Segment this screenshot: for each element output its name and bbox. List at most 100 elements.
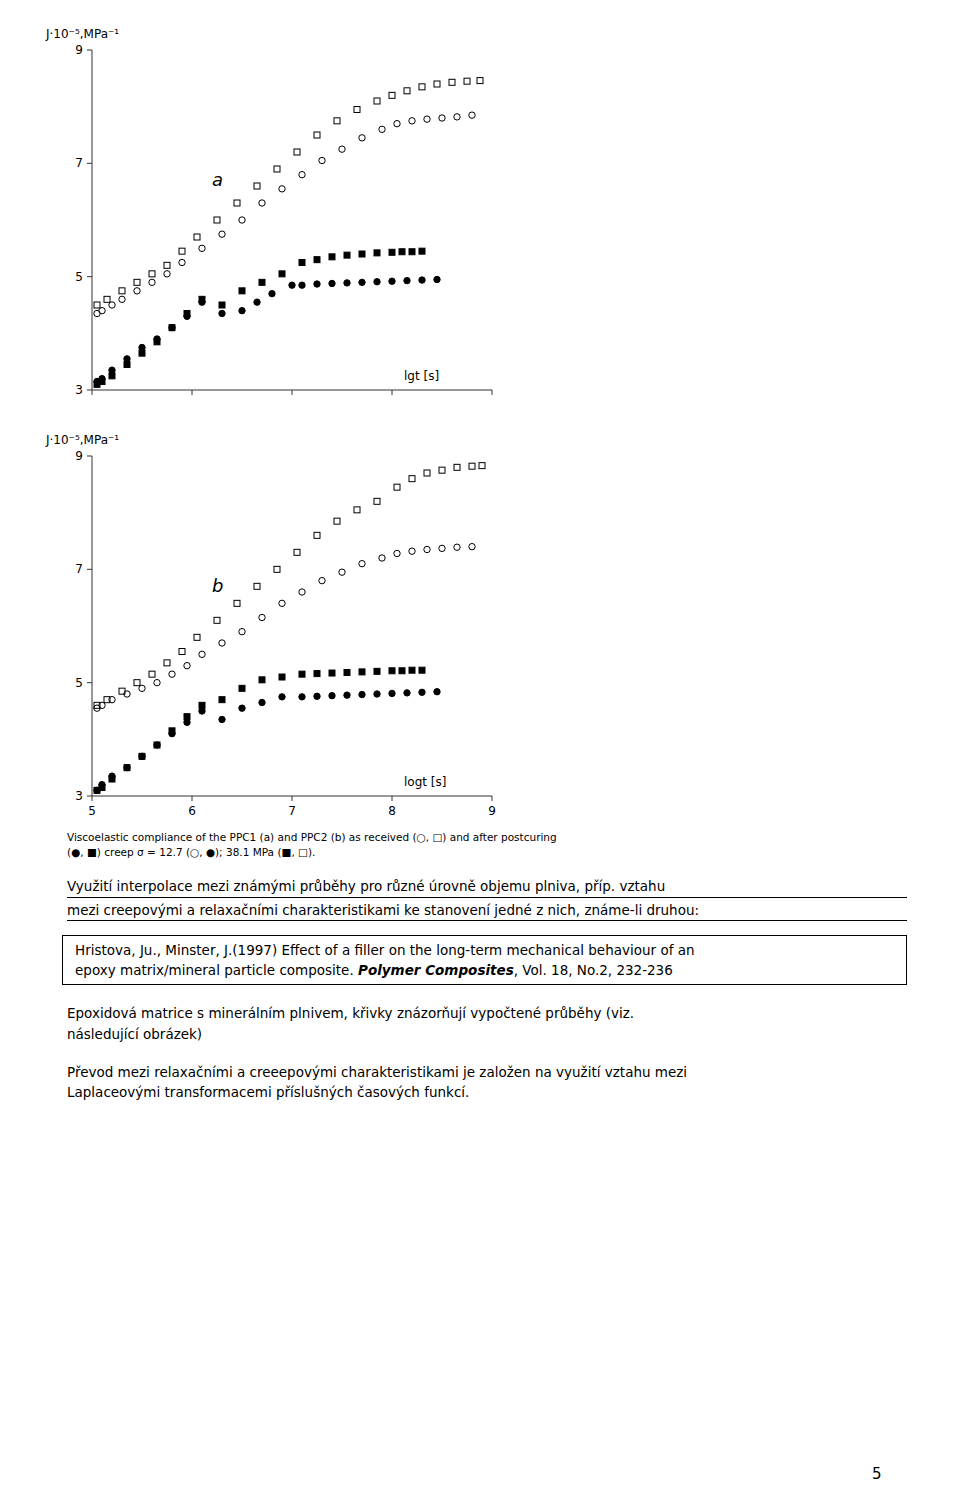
x-tick-label: 8 <box>388 804 396 818</box>
circle-point <box>134 288 140 294</box>
square-point <box>314 132 320 138</box>
square-point <box>164 660 170 666</box>
square-point <box>134 680 140 686</box>
circle-point <box>199 245 205 251</box>
square-point <box>399 249 405 255</box>
square-point <box>179 649 185 655</box>
square-point <box>359 669 365 675</box>
scatter-chart: 3579J·10⁻⁵,MPa⁻¹algt [s] <box>40 20 520 420</box>
charts: 3579J·10⁻⁵,MPa⁻¹algt [s]567893579J·10⁻⁵,… <box>40 20 520 832</box>
x-tick-label: 9 <box>488 804 496 818</box>
circle-point <box>279 600 285 606</box>
circle-point <box>469 112 475 118</box>
circle-point <box>279 694 285 700</box>
circle-point <box>454 544 460 550</box>
circle-point <box>374 279 380 285</box>
square-point <box>164 262 170 268</box>
square-point <box>409 249 415 255</box>
page-text: Viscoelastic compliance of the PPC1 (a) … <box>67 830 907 1120</box>
circle-point <box>239 217 245 223</box>
circle-point <box>219 716 225 722</box>
circle-point <box>434 689 440 695</box>
panel-label: a <box>212 169 223 190</box>
square-point <box>354 107 360 113</box>
circle-point <box>139 753 145 759</box>
circle-point <box>394 550 400 556</box>
square-point <box>454 464 460 470</box>
square-point <box>179 248 185 254</box>
y-axis-line <box>92 456 93 796</box>
square-point <box>219 697 225 703</box>
circle-point <box>119 296 125 302</box>
square-point <box>234 600 240 606</box>
x-tick <box>292 796 293 801</box>
y-tick-label: 5 <box>75 676 83 690</box>
circle-point <box>439 115 445 121</box>
square-point <box>299 260 305 266</box>
caption: Viscoelastic compliance of the PPC1 (a) … <box>67 830 907 860</box>
y-tick-label: 9 <box>75 449 83 463</box>
y-tick <box>87 163 92 164</box>
circle-point <box>329 693 335 699</box>
square-point <box>279 674 285 680</box>
square-point <box>464 78 470 84</box>
square-point <box>329 254 335 260</box>
y-tick-label: 5 <box>75 270 83 284</box>
square-point <box>154 742 160 748</box>
square-point <box>214 617 220 623</box>
square-point <box>404 88 410 94</box>
reference-part: , Vol. 18, No.2, 232-236 <box>514 962 673 978</box>
square-point <box>299 671 305 677</box>
square-point <box>424 470 430 476</box>
heading-line: Využití interpolace mezi známými průběhy… <box>67 876 907 897</box>
square-point <box>109 373 115 379</box>
circle-point <box>424 116 430 122</box>
circle-point <box>419 689 425 695</box>
circle-point <box>254 299 260 305</box>
square-point <box>344 669 350 675</box>
circle-point <box>359 279 365 285</box>
circle-point <box>299 171 305 177</box>
square-point <box>439 467 445 473</box>
circle-point <box>239 307 245 313</box>
circle-point <box>379 126 385 132</box>
paragraph-line: Laplaceovými transformacemi příslušných … <box>67 1082 907 1102</box>
square-point <box>194 634 200 640</box>
square-point <box>354 507 360 513</box>
square-point <box>374 250 380 256</box>
reference-part: Polymer Composites <box>358 962 514 978</box>
circle-point <box>169 324 175 330</box>
square-point <box>294 149 300 155</box>
square-point <box>109 776 115 782</box>
circle-point <box>124 764 130 770</box>
square-point <box>394 484 400 490</box>
circle-point <box>314 281 320 287</box>
square-point <box>329 670 335 676</box>
caption-line: Viscoelastic compliance of the PPC1 (a) … <box>67 830 907 845</box>
square-point <box>254 183 260 189</box>
circle-point <box>149 279 155 285</box>
square-point <box>409 667 415 673</box>
x-tick <box>392 390 393 395</box>
circle-point <box>289 282 295 288</box>
square-point <box>469 463 475 469</box>
circle-point <box>154 679 160 685</box>
circle-point <box>239 628 245 634</box>
y-tick <box>87 456 92 457</box>
circle-point <box>184 662 190 668</box>
square-point <box>389 92 395 98</box>
paragraph: Převod mezi relaxačními a creeepovými ch… <box>67 1062 907 1103</box>
circle-point <box>259 200 265 206</box>
y-tick <box>87 682 92 683</box>
square-point <box>399 668 405 674</box>
x-axis-label: lgt [s] <box>404 369 439 383</box>
reference-line: epoxy matrix/mineral particle composite.… <box>75 960 894 980</box>
circle-point <box>199 651 205 657</box>
circle-point <box>409 548 415 554</box>
circle-point <box>279 186 285 192</box>
square-point <box>139 753 145 759</box>
circle-point <box>299 694 305 700</box>
y-tick <box>87 390 92 391</box>
circle-point <box>404 277 410 283</box>
paragraph-line: následující obrázek) <box>67 1024 907 1044</box>
